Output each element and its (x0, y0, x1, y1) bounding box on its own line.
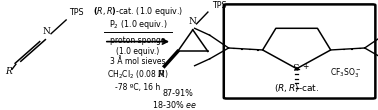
Text: (1.0 equiv.): (1.0 equiv.) (116, 47, 160, 56)
Text: 87-91%: 87-91% (162, 89, 193, 98)
Text: N: N (43, 27, 50, 36)
Text: CF$_3$SO$_3^-$: CF$_3$SO$_3^-$ (330, 67, 362, 80)
Text: -78 ºC, 16 h: -78 ºC, 16 h (115, 83, 161, 92)
Text: proton sponge: proton sponge (110, 36, 166, 45)
Text: $(\mathit{R,R})$-cat.: $(\mathit{R,R})$-cat. (274, 82, 319, 94)
FancyBboxPatch shape (224, 4, 375, 99)
Text: 18-30% $\it{ee}$: 18-30% $\it{ee}$ (152, 99, 197, 110)
Text: R: R (5, 67, 12, 76)
Text: R: R (157, 70, 164, 79)
Text: +: + (302, 62, 308, 71)
Text: P$_2$ (1.0 equiv.): P$_2$ (1.0 equiv.) (108, 18, 167, 31)
Text: CH$_2$Cl$_2$ (0.08 M): CH$_2$Cl$_2$ (0.08 M) (107, 68, 169, 81)
Text: 3 Å mol sieves: 3 Å mol sieves (110, 57, 166, 66)
Text: S: S (293, 64, 299, 73)
Text: TPS: TPS (212, 1, 226, 10)
Text: $\bf{(\mathit{R,R})\text{-cat.}}$ (1.0 equiv.): $\bf{(\mathit{R,R})\text{-cat.}}$ (1.0 e… (93, 5, 183, 18)
Text: TPS: TPS (69, 8, 84, 17)
Text: N: N (189, 17, 197, 26)
